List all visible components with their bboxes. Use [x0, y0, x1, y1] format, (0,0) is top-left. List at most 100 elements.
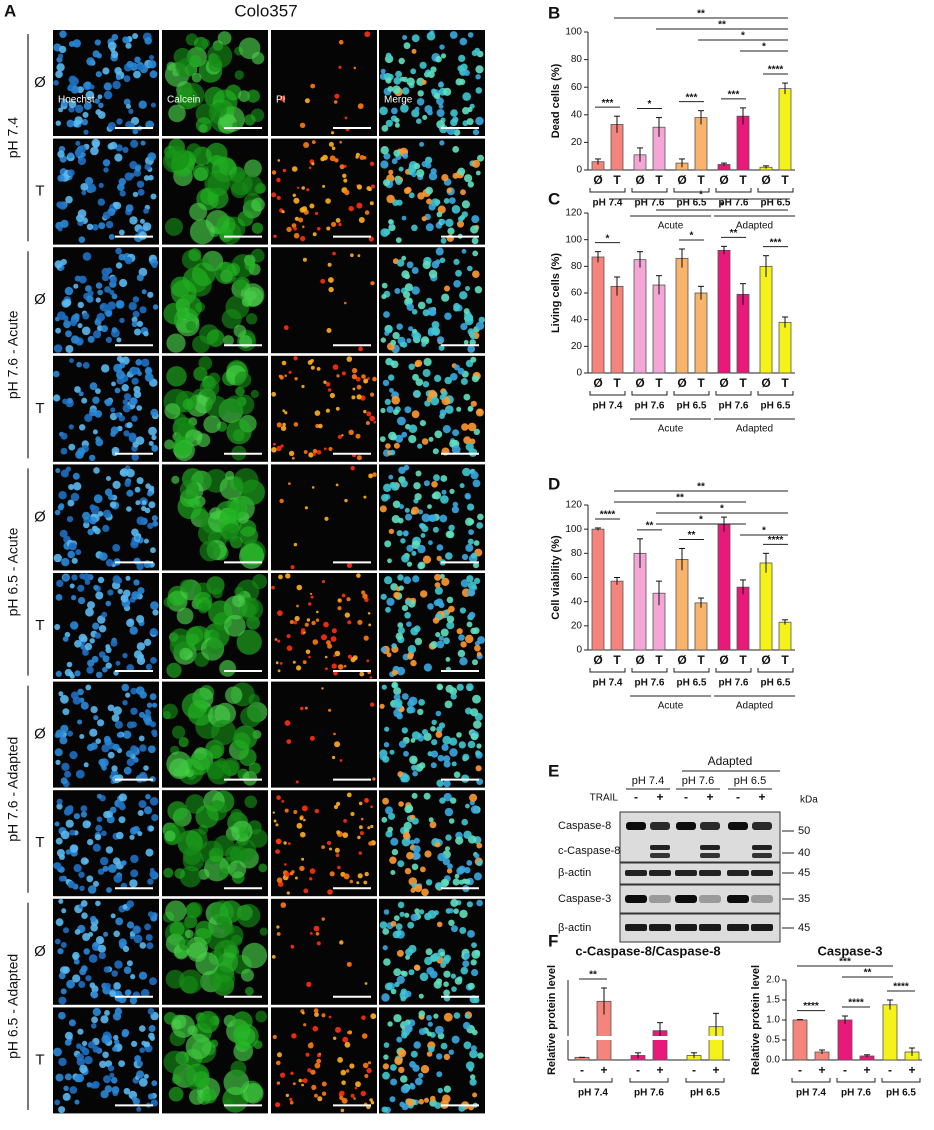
band	[625, 870, 647, 876]
cell	[471, 950, 481, 959]
cell	[372, 376, 377, 382]
cell	[401, 1103, 409, 1111]
cell	[330, 636, 337, 642]
cell	[284, 808, 289, 813]
cell	[383, 742, 390, 748]
cell	[388, 528, 395, 535]
cell	[314, 1012, 319, 1017]
cell	[413, 964, 421, 971]
blot-marker: 50	[798, 825, 810, 837]
cell	[83, 762, 89, 768]
cell	[416, 98, 425, 106]
y-tick-label: 60	[571, 572, 583, 583]
cell	[328, 1015, 332, 1019]
blot-row-label: c-Caspase-8	[558, 845, 620, 857]
cell	[122, 36, 130, 44]
cell	[275, 849, 280, 854]
cell	[73, 482, 82, 491]
cell	[333, 100, 338, 104]
cell	[226, 418, 252, 445]
micrograph	[271, 898, 377, 1005]
cell	[89, 728, 98, 737]
cell	[403, 464, 410, 471]
cell	[395, 923, 403, 931]
cell	[53, 1047, 62, 1057]
cell	[387, 826, 394, 833]
cell	[449, 31, 458, 39]
cell	[115, 917, 124, 926]
cell	[421, 513, 431, 523]
cell	[148, 60, 157, 69]
cell	[467, 538, 474, 545]
micrograph	[53, 30, 159, 136]
cell	[195, 117, 212, 133]
treatment-label: Ø	[34, 291, 46, 308]
cell	[146, 942, 154, 950]
band	[649, 895, 671, 903]
cell	[443, 1012, 453, 1022]
group-label: pH 6.5	[760, 678, 790, 689]
cell	[131, 1040, 138, 1047]
cell	[426, 297, 433, 304]
cell	[393, 915, 400, 921]
cell	[88, 931, 94, 937]
cell	[467, 740, 476, 749]
cell	[347, 620, 352, 625]
cell	[433, 980, 442, 989]
cell	[178, 969, 203, 994]
group-label: pH 6.5	[676, 401, 706, 412]
cell	[73, 958, 80, 965]
cell	[90, 742, 98, 750]
cell	[86, 666, 94, 674]
x-tick-label: T	[781, 376, 789, 390]
cell	[417, 301, 426, 310]
cell	[275, 823, 279, 827]
cell	[121, 356, 130, 365]
cell	[467, 345, 476, 353]
cell	[66, 516, 74, 523]
condition-label: Acute	[658, 424, 684, 435]
cell	[335, 483, 339, 487]
cell	[308, 655, 311, 659]
cell	[86, 875, 94, 883]
cell	[306, 188, 310, 192]
cell	[457, 216, 464, 222]
cell	[149, 693, 157, 701]
cell	[302, 660, 307, 665]
cell	[136, 405, 143, 411]
cell	[410, 627, 419, 636]
cell	[104, 982, 111, 990]
cell	[422, 115, 428, 120]
cell	[463, 830, 472, 839]
cell	[344, 301, 347, 305]
cell	[138, 800, 147, 809]
cell	[240, 706, 262, 728]
cell	[384, 576, 393, 585]
cell	[323, 447, 327, 451]
cell	[380, 146, 389, 155]
bar	[610, 285, 624, 374]
micrograph	[162, 573, 268, 679]
cell	[291, 456, 295, 460]
cell	[68, 484, 75, 490]
significance-label: ****	[600, 510, 616, 521]
cell	[311, 1084, 317, 1090]
cell	[442, 425, 451, 434]
cell	[78, 871, 85, 878]
cell	[451, 506, 459, 514]
cell	[406, 261, 414, 269]
cell	[412, 389, 421, 398]
cell	[104, 398, 113, 407]
cell	[350, 1093, 355, 1098]
cell	[129, 834, 135, 840]
cell	[461, 818, 469, 826]
cell	[475, 74, 481, 80]
cell	[81, 119, 89, 126]
cell	[98, 625, 107, 633]
cell	[93, 467, 100, 474]
cell	[370, 1013, 377, 1020]
cell	[470, 732, 479, 741]
cell	[440, 495, 449, 504]
cell	[429, 821, 437, 829]
cell	[460, 579, 469, 588]
